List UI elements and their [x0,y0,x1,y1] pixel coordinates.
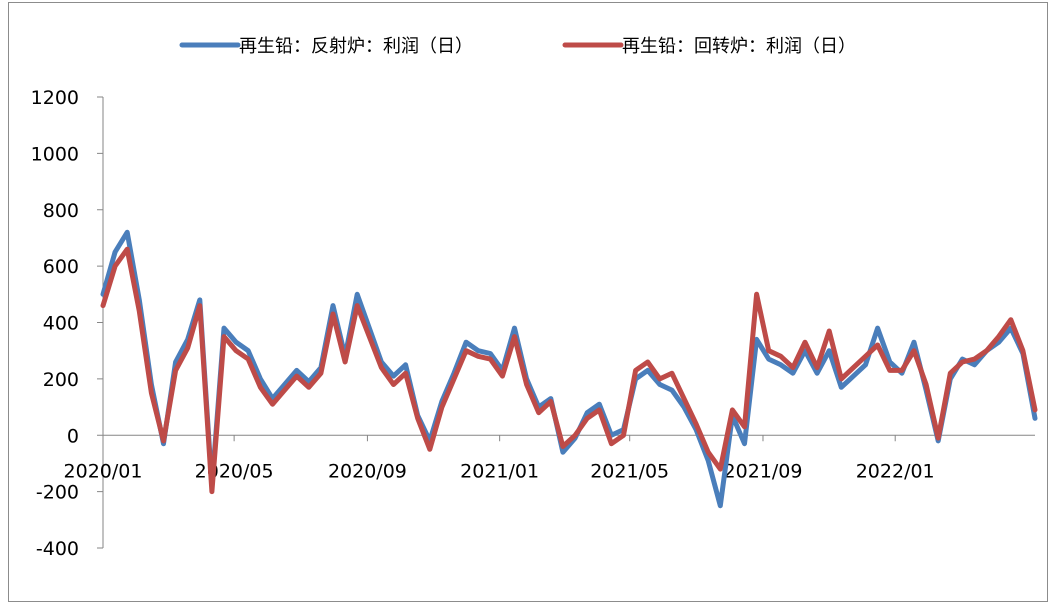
y-tick-label: 0 [67,425,79,447]
x-tick-label: 2020/01 [64,460,143,482]
legend-label-2: 再生铅：回转炉：利润（日） [622,36,856,57]
legend: 再生铅：反射炉：利润（日） 再生铅：回转炉：利润（日） [179,36,856,57]
x-tick-label: 2020/05 [195,460,274,482]
y-tick-label: 1000 [31,143,79,165]
y-axis: -400 -200 0 200 400 600 800 1000 1200 [31,87,104,560]
y-tick-label: -400 [36,538,79,560]
x-axis: 2020/01 2020/05 2020/09 2021/01 2021/05 2021/… [64,434,1035,482]
x-tick-label: 2021/05 [590,460,669,482]
line-chart: 再生铅：反射炉：利润（日） 再生铅：回转炉：利润（日） -400 -200 0 200 4… [31,36,1038,560]
y-tick-label: 600 [43,256,79,278]
legend-label-1: 再生铅：反射炉：利润（日） [239,36,473,57]
x-tick-label: 2021/09 [724,460,803,482]
x-tick-label: 2022/01 [856,460,935,482]
plot-area [100,229,1038,509]
y-tick-label: 800 [43,200,79,222]
y-tick-label: 400 [43,313,79,335]
y-tick-label: 1200 [31,87,79,109]
y-tick-label: -200 [36,482,79,504]
y-tick-label: 200 [43,369,79,391]
x-tick-label: 2021/01 [460,460,539,482]
series-line-2 [100,246,1038,495]
x-tick-label: 2020/09 [328,460,407,482]
series-line-1 [100,229,1038,509]
